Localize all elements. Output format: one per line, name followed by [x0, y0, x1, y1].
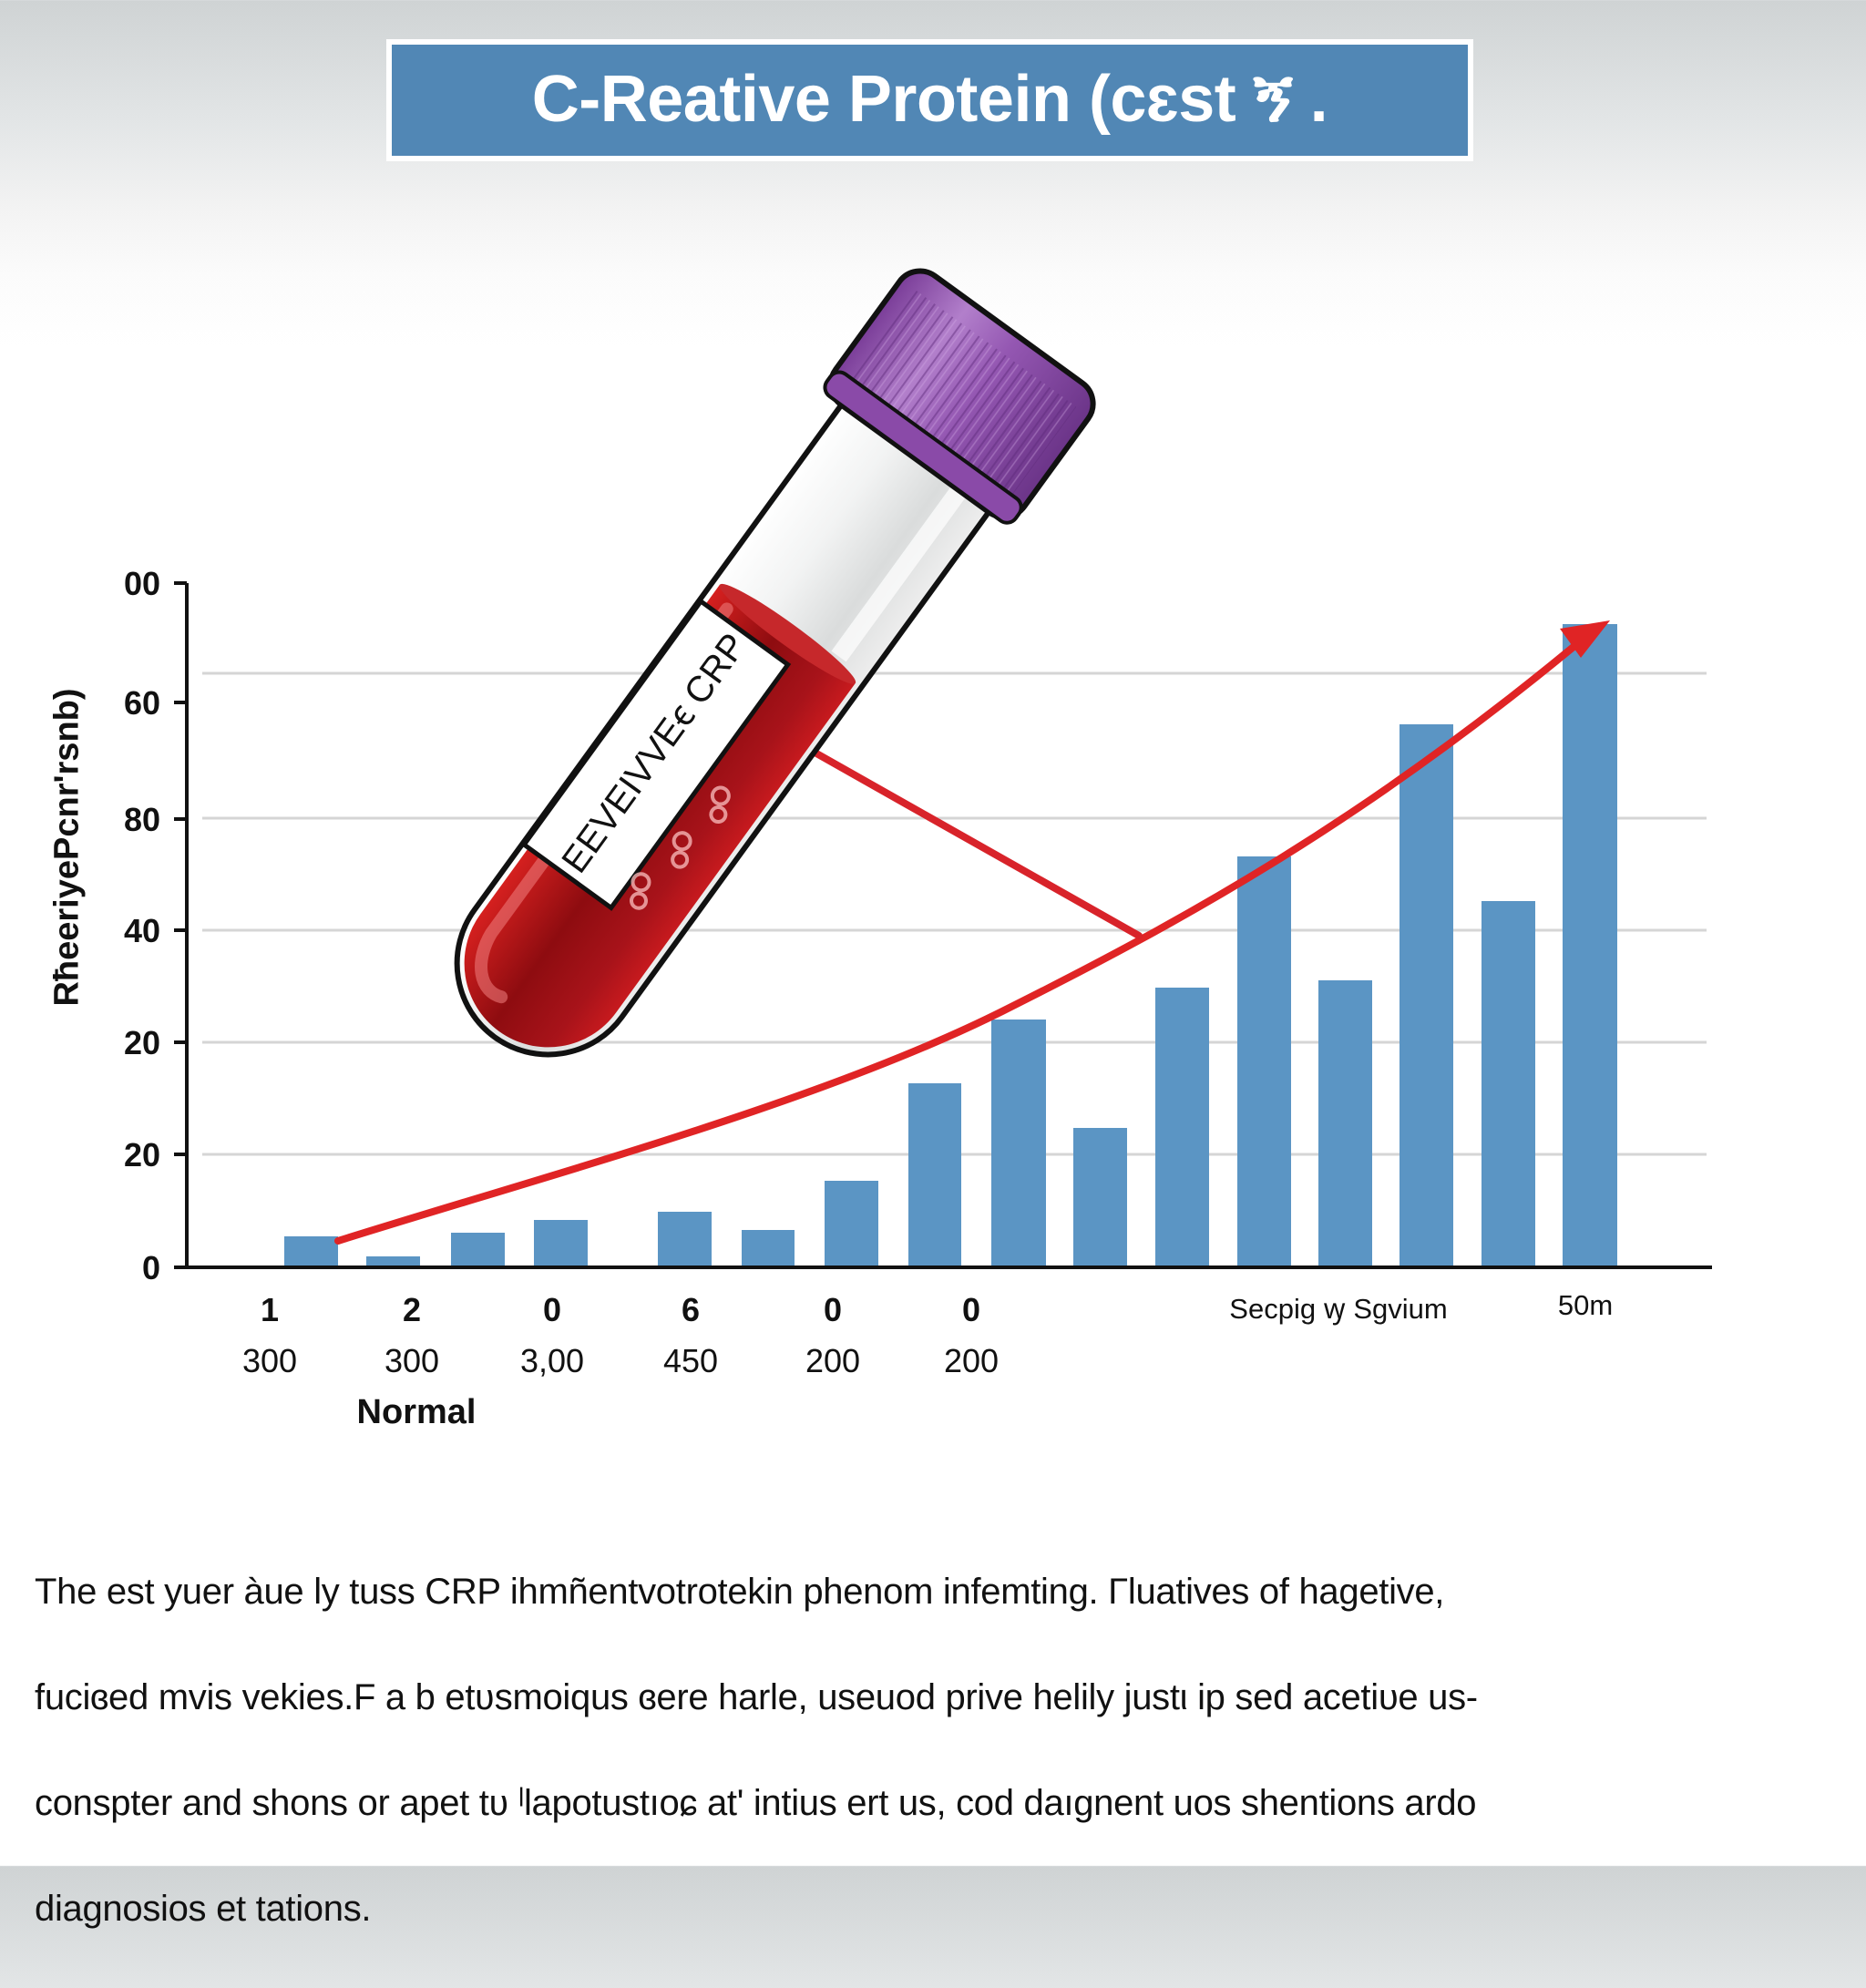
caption-line: The est yuer àue ly tuss CRP ihmñentvot…: [35, 1572, 1445, 1612]
bar: [658, 1212, 712, 1267]
y-tick-label: 20: [123, 1136, 160, 1173]
bar-series: [284, 624, 1617, 1267]
x-tick-label: 2: [402, 1291, 422, 1328]
x-tick-label: 6: [681, 1291, 701, 1328]
bar: [534, 1220, 588, 1267]
x-tick-sublabel: 200: [805, 1342, 861, 1379]
x-extra-label: 50m: [1557, 1289, 1614, 1321]
bar: [908, 1083, 961, 1267]
x-tick-label: 0: [542, 1291, 562, 1328]
x-tick-sublabel: 450: [662, 1342, 719, 1379]
caption-line: conspter and shons or apet tʋ ˡlapotustı…: [35, 1783, 1477, 1823]
title-banner: C-Reative Protein (cɛst ኝ .: [386, 39, 1473, 161]
bar: [1400, 724, 1453, 1267]
bar: [742, 1230, 795, 1267]
x-tick-sublabel: 300: [384, 1342, 440, 1379]
bar: [284, 1236, 338, 1267]
caption-paragraph: The est yuer àue ly tuss CRP ihmñentvot…: [35, 1512, 1839, 1988]
bar: [451, 1233, 505, 1267]
x-tick-sublabel: 300: [241, 1342, 298, 1379]
caption-line: fuciɞed mvis vekies.F a b etʋsmoiqus ɞer…: [35, 1677, 1478, 1717]
y-tick-label: 60: [123, 684, 160, 722]
y-tick-label: 00: [123, 565, 160, 602]
bar: [1237, 856, 1291, 1267]
arrowhead-icon: [1560, 620, 1610, 658]
x-tick-label: 0: [961, 1291, 981, 1328]
gridlines: [202, 671, 1707, 1156]
tube-cap: [823, 268, 1096, 525]
y-tick-label: 80: [123, 801, 160, 838]
y-tick-label: 0: [141, 1249, 160, 1286]
caption-line: diagnosios et tations.: [35, 1889, 372, 1929]
y-tick-label: 40: [123, 912, 160, 949]
x-tick-sublabel: 200: [943, 1342, 1000, 1379]
bar: [825, 1181, 878, 1267]
bubble-icons: [630, 785, 731, 910]
x-extra-label: Secpig ꝡ Sgvium: [1229, 1293, 1448, 1325]
axes: [174, 581, 1712, 1269]
x-tick-label: 1: [260, 1291, 280, 1328]
bar: [1155, 988, 1209, 1267]
bar: [1563, 624, 1617, 1267]
x-tick-sublabel: 3,00: [519, 1342, 585, 1379]
x-tick-label: 0: [823, 1291, 843, 1328]
blood-test-tube: EEVEIVVEꞓ CRP: [454, 268, 1096, 1058]
x-axis-label: Normal: [356, 1393, 477, 1431]
bar: [1318, 980, 1372, 1267]
bar: [366, 1256, 420, 1267]
chart-title: C-Reative Protein (cɛst ኝ .: [392, 45, 1468, 156]
chart-canvas: EEVEIVVEꞓ CRP: [174, 268, 1712, 1269]
bar: [991, 1020, 1046, 1267]
bar: [1073, 1128, 1127, 1267]
bar: [1482, 901, 1535, 1267]
y-tick-label: 20: [123, 1024, 160, 1061]
y-axis-label: RħeeriyePcnr'rsnb): [47, 688, 87, 1007]
